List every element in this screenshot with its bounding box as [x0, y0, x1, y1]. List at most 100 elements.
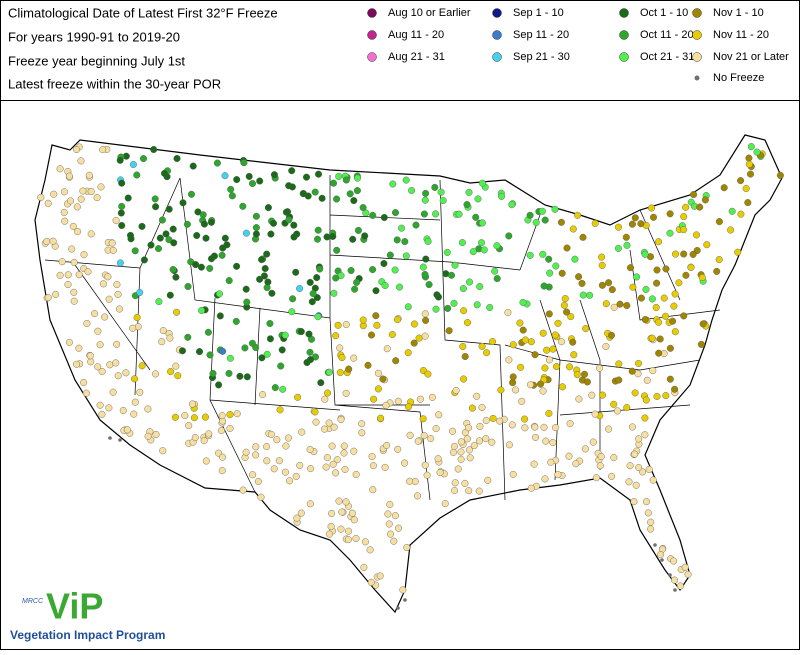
station-dot: [527, 338, 535, 346]
station-dot: [670, 302, 678, 310]
station-dot: [385, 520, 393, 528]
station-dot: [387, 530, 395, 538]
station-dot: [307, 465, 315, 473]
station-dot: [428, 393, 436, 401]
station-dot: [463, 435, 471, 443]
station-dot: [335, 497, 343, 505]
station-dot: [527, 484, 535, 492]
station-dot: [263, 443, 271, 451]
station-dot: [398, 224, 406, 232]
station-dot: [628, 220, 636, 228]
station-dot: [258, 354, 266, 362]
station-dot: [173, 154, 181, 162]
station-dot: [366, 546, 374, 554]
legend-swatch: [492, 30, 502, 40]
station-dot: [452, 387, 460, 395]
station-dot: [266, 320, 274, 328]
station-dot: [240, 159, 248, 167]
no-freeze-dot: [668, 573, 672, 577]
station-dot: [109, 388, 117, 396]
station-dot: [508, 421, 516, 429]
station-dot: [200, 220, 208, 228]
station-dot: [439, 196, 447, 204]
station-dot: [551, 331, 559, 339]
station-dot: [602, 343, 610, 351]
station-dot: [130, 410, 138, 418]
station-dot: [715, 218, 723, 226]
station-dot: [451, 487, 459, 495]
station-dot: [394, 445, 402, 453]
station-dot: [44, 199, 52, 207]
legend-label: Aug 11 - 20: [388, 29, 444, 41]
station-dot: [539, 387, 547, 395]
station-dot: [460, 375, 468, 383]
station-dot: [631, 214, 639, 222]
station-dot: [158, 338, 166, 346]
station-dot: [479, 179, 487, 187]
station-dot: [422, 255, 430, 263]
station-dot: [201, 413, 209, 421]
station-dot: [559, 383, 567, 391]
station-dot: [457, 438, 465, 446]
station-dot: [541, 475, 549, 483]
station-dot: [187, 190, 195, 198]
station-dot: [129, 160, 137, 168]
station-dot: [660, 294, 668, 302]
station-dot: [478, 239, 486, 247]
station-dot: [459, 285, 467, 293]
station-dot: [60, 188, 68, 196]
title: Climatological Date of Latest First 32°F…: [8, 5, 278, 20]
station-dot: [422, 316, 430, 324]
station-dot: [605, 279, 613, 287]
station-dot: [645, 466, 653, 474]
station-dot: [599, 391, 607, 399]
station-dot: [505, 356, 513, 364]
station-dot: [195, 348, 203, 356]
station-dot: [437, 188, 445, 196]
station-dot: [173, 308, 181, 316]
station-dot: [474, 195, 482, 203]
station-dot: [608, 286, 616, 294]
station-dot: [101, 313, 109, 321]
station-dot: [147, 241, 155, 249]
station-dot: [630, 498, 638, 506]
station-dot: [252, 212, 260, 220]
station-dot: [252, 224, 260, 232]
station-dot: [634, 370, 642, 378]
station-dot: [538, 207, 546, 215]
no-freeze-dot: [108, 436, 112, 440]
station-dot: [136, 388, 144, 396]
legend-label: Nov 1 - 10: [713, 7, 764, 19]
station-dot: [321, 395, 329, 403]
station-dot: [66, 197, 74, 205]
station-dot: [727, 226, 735, 234]
station-dot: [290, 233, 298, 241]
station-dot: [390, 537, 398, 545]
station-dot: [308, 298, 316, 306]
station-dot: [327, 523, 335, 531]
station-dot: [281, 468, 289, 476]
station-dot: [682, 203, 690, 211]
station-dot: [478, 342, 486, 350]
station-dot: [421, 196, 429, 204]
station-dot: [484, 476, 492, 484]
station-dot: [734, 248, 742, 256]
station-dot: [657, 551, 665, 559]
station-dot: [266, 335, 274, 343]
station-dot: [644, 509, 652, 517]
station-dot: [65, 172, 73, 180]
station-dot: [421, 332, 429, 340]
station-dot: [273, 436, 281, 444]
station-dot: [270, 219, 278, 227]
station-dot: [666, 229, 674, 237]
station-dot: [336, 344, 344, 352]
station-dot: [415, 334, 423, 342]
station-dot: [215, 381, 223, 389]
station-dot: [622, 233, 630, 241]
station-dot: [289, 295, 297, 303]
station-dot: [432, 425, 440, 433]
station-dot: [199, 211, 207, 219]
station-dot: [311, 188, 319, 196]
station-dot: [154, 245, 162, 253]
station-dot: [284, 434, 292, 442]
